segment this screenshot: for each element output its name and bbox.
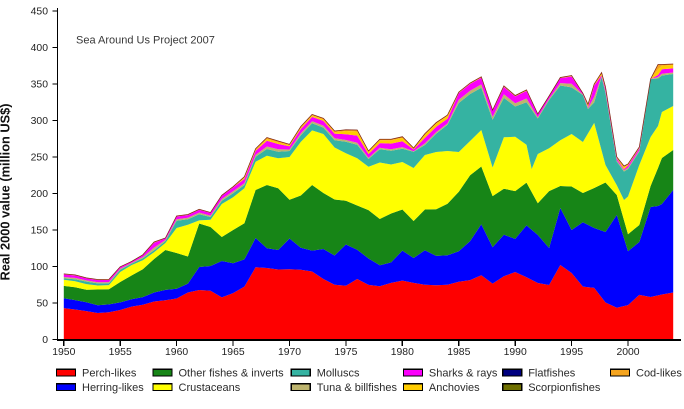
svg-text:350: 350 — [31, 80, 49, 91]
svg-text:Perch-likes: Perch-likes — [82, 368, 137, 380]
svg-text:Crustaceans: Crustaceans — [179, 382, 241, 394]
svg-text:300: 300 — [31, 116, 49, 127]
svg-text:2000: 2000 — [616, 347, 639, 358]
svg-text:1980: 1980 — [391, 347, 414, 358]
svg-text:Herring-likes: Herring-likes — [82, 382, 144, 394]
svg-text:1955: 1955 — [109, 347, 132, 358]
svg-text:Cod-likes: Cod-likes — [636, 368, 682, 380]
svg-text:Flatfishes: Flatfishes — [528, 368, 576, 380]
svg-text:Sharks & rays: Sharks & rays — [429, 368, 498, 380]
svg-text:1960: 1960 — [165, 347, 188, 358]
svg-text:0: 0 — [42, 335, 48, 346]
svg-text:1985: 1985 — [447, 347, 470, 358]
svg-text:1990: 1990 — [504, 347, 527, 358]
svg-text:100: 100 — [31, 262, 49, 273]
svg-text:Sea Around Us Project 2007: Sea Around Us Project 2007 — [76, 35, 215, 47]
svg-text:1975: 1975 — [334, 347, 357, 358]
svg-text:1950: 1950 — [52, 347, 75, 358]
svg-text:1995: 1995 — [560, 347, 583, 358]
svg-text:Tuna & billfishes: Tuna & billfishes — [317, 382, 398, 394]
svg-text:400: 400 — [31, 43, 49, 54]
svg-text:200: 200 — [31, 189, 49, 200]
svg-text:1970: 1970 — [278, 347, 301, 358]
svg-text:Other fishes & inverts: Other fishes & inverts — [179, 368, 285, 380]
svg-text:450: 450 — [31, 7, 49, 18]
svg-text:Scorpionfishes: Scorpionfishes — [528, 382, 601, 394]
svg-text:50: 50 — [36, 299, 48, 310]
svg-text:Anchovies: Anchovies — [429, 382, 480, 394]
svg-text:Molluscs: Molluscs — [317, 368, 360, 380]
svg-text:1965: 1965 — [222, 347, 245, 358]
svg-text:150: 150 — [31, 226, 49, 237]
svg-text:250: 250 — [31, 153, 49, 164]
svg-text:Real 2000 value (million US$): Real 2000 value (million US$) — [0, 103, 13, 280]
